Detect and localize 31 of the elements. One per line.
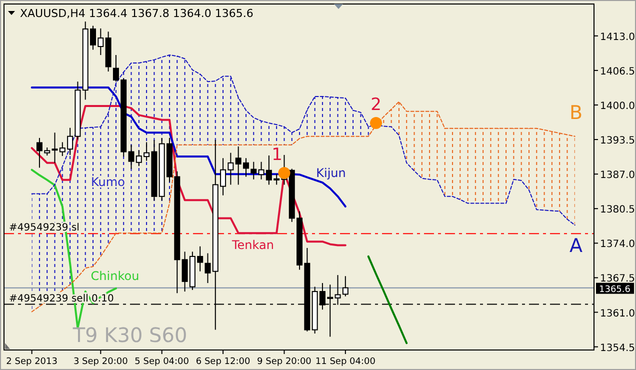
y-tick-label: 1406.5 bbox=[600, 66, 635, 78]
annotation: T9 K30 S60 bbox=[72, 323, 188, 347]
ref-line-label: 1365.6 bbox=[599, 284, 631, 295]
annotation: A bbox=[570, 235, 582, 257]
y-tick-label: 1354.5 bbox=[600, 342, 635, 354]
x-tick-label: 6 Sep 12:00 bbox=[196, 357, 250, 367]
y-tick-label: 1361.0 bbox=[600, 308, 635, 320]
annotation: B bbox=[569, 102, 583, 124]
x-tick-label: 11 Sep 04:00 bbox=[315, 357, 376, 367]
x-tick-label: 9 Sep 20:00 bbox=[257, 357, 312, 367]
y-tick-label: 1374.0 bbox=[600, 239, 635, 250]
x-tick-label: 2 Sep 2013 bbox=[6, 357, 58, 367]
annotation: Kumo bbox=[91, 175, 125, 189]
y-tick-label: 1367.5 bbox=[600, 274, 635, 285]
chart-title: XAUUSD,H4 1364.4 1367.8 1364.0 1365.6 bbox=[20, 7, 254, 20]
y-tick-label: 1393.5 bbox=[600, 136, 635, 147]
annotation: 2 bbox=[370, 95, 382, 115]
annotation: Chinkou bbox=[90, 269, 140, 283]
annotation: 1 bbox=[272, 145, 282, 165]
x-tick-label: 3 Sep 20:00 bbox=[73, 357, 128, 367]
line-series bbox=[367, 255, 408, 344]
y-tick-label: 1380.5 bbox=[600, 204, 635, 216]
x-tick-label: 5 Sep 04:00 bbox=[134, 357, 190, 367]
y-tick-label: 1413.0 bbox=[600, 32, 635, 43]
y-tick-label: 1400.0 bbox=[600, 100, 635, 112]
line-series bbox=[30, 86, 346, 208]
annotation: Kijun bbox=[316, 166, 346, 180]
annotation: Tenkan bbox=[231, 238, 274, 252]
y-tick-label: 1387.0 bbox=[600, 170, 635, 182]
candlestick bbox=[250, 161, 257, 180]
candlestick bbox=[204, 252, 211, 284]
